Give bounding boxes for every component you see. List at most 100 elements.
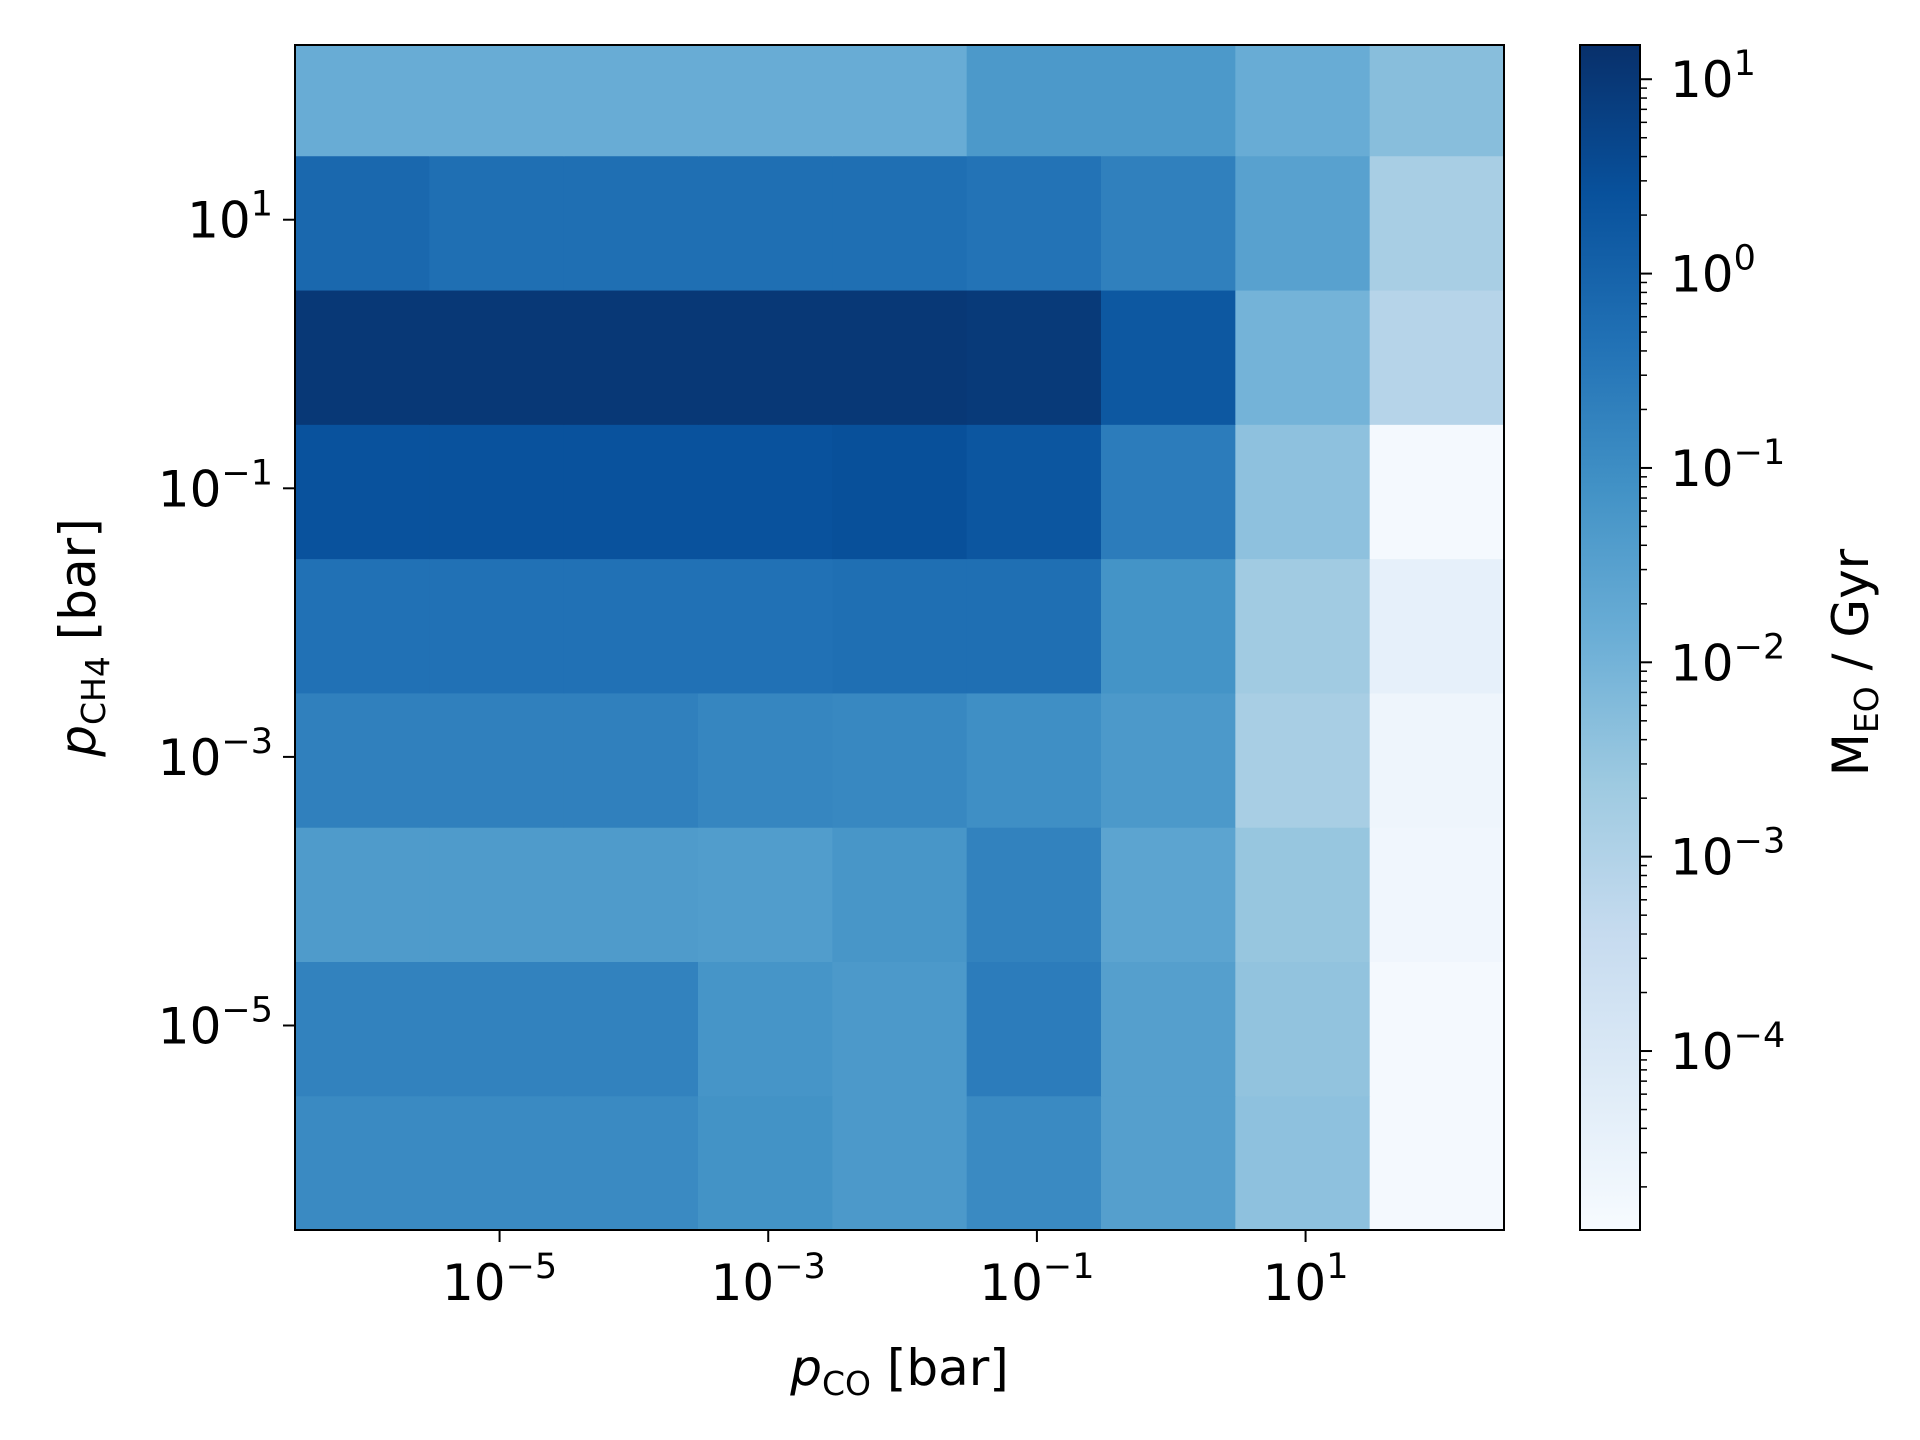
heatmap-cell: [429, 558, 565, 694]
colorbar-tick-label: 100: [1670, 239, 1756, 304]
heatmap-cell: [1101, 155, 1236, 291]
heatmap-cell: [1101, 961, 1236, 1097]
heatmap-cell: [966, 1095, 1102, 1231]
heatmap-cell: [295, 424, 430, 560]
heatmap-cell: [1369, 827, 1505, 963]
heatmap-cell: [1101, 1095, 1236, 1231]
heatmap-cell: [295, 961, 430, 1097]
heatmap-cell: [295, 558, 430, 694]
heatmap-cell: [1101, 827, 1236, 963]
heatmap-cell: [563, 1095, 699, 1231]
heatmap-cell: [1369, 155, 1505, 291]
heatmap-cell: [698, 692, 833, 828]
heatmap-cell: [295, 1095, 430, 1231]
heatmap-cell: [295, 45, 430, 157]
x-axis-ticks: 10−5 10−3 10−1 101: [442, 1230, 1349, 1312]
heatmap-cell: [1369, 424, 1505, 560]
heatmap-cell: [563, 692, 699, 828]
heatmap-cell: [429, 289, 565, 425]
heatmap-cell: [1369, 961, 1505, 1097]
heatmap-cell: [1369, 45, 1505, 157]
heatmap-cell: [966, 692, 1102, 828]
heatmap-cell: [429, 961, 565, 1097]
heatmap-cell: [429, 155, 565, 291]
heatmap-cell: [295, 827, 430, 963]
colorbar-label: MEO / Gyr: [1822, 548, 1886, 776]
colorbar-tick-label: 10−1: [1670, 433, 1785, 498]
heatmap-cell: [1369, 558, 1505, 694]
heatmap-cell: [698, 827, 833, 963]
y-tick-label: 10−5: [158, 990, 273, 1055]
heatmap-cell: [832, 45, 968, 157]
heatmap-cell: [832, 692, 968, 828]
colorbar: [1579, 44, 1641, 1231]
colorbar-tick-label: 101: [1670, 44, 1756, 109]
heatmap-cells: [295, 45, 1505, 1231]
heatmap-cell: [429, 1095, 565, 1231]
y-tick-label: 101: [187, 185, 273, 250]
heatmap-cell: [1235, 692, 1371, 828]
x-tick-label: 10−3: [711, 1247, 826, 1312]
heatmap-cell: [1235, 155, 1371, 291]
y-axis-ticks: 10−5 10−3 10−1 101: [158, 185, 295, 1055]
colorbar-tick-label: 10−4: [1670, 1016, 1785, 1081]
heatmap-cell: [966, 424, 1102, 560]
heatmap-cell: [563, 289, 699, 425]
heatmap-cell: [563, 45, 699, 157]
colorbar-tick-label: 10−3: [1670, 822, 1785, 887]
heatmap-cell: [832, 827, 968, 963]
heatmap-cell: [429, 45, 565, 157]
heatmap-cell: [966, 558, 1102, 694]
heatmap-cell: [295, 289, 430, 425]
heatmap-cell: [1235, 1095, 1371, 1231]
heatmap-cell: [563, 827, 699, 963]
heatmap-cell: [429, 424, 565, 560]
heatmap-cell: [563, 961, 699, 1097]
heatmap-cell: [698, 558, 833, 694]
heatmap-cell: [698, 45, 833, 157]
x-tick-label: 101: [1263, 1247, 1349, 1312]
heatmap-cell: [295, 155, 430, 291]
y-tick-label: 10−3: [158, 722, 273, 787]
x-tick-label: 10−1: [979, 1247, 1094, 1312]
y-axis-label: pCH4 [bar]: [49, 518, 117, 757]
heatmap-cell: [832, 558, 968, 694]
heatmap-cell: [966, 45, 1102, 157]
heatmap-cell: [698, 424, 833, 560]
y-tick-label: 10−1: [158, 453, 273, 518]
heatmap-cell: [1101, 692, 1236, 828]
heatmap-cell: [1369, 692, 1505, 828]
heatmap-cell: [832, 155, 968, 291]
heatmap-cell: [563, 424, 699, 560]
heatmap-cell: [295, 692, 430, 828]
heatmap-cell: [1235, 961, 1371, 1097]
heatmap-cell: [1369, 289, 1505, 425]
heatmap-cell: [563, 558, 699, 694]
heatmap-cell: [1235, 558, 1371, 694]
heatmap-cell: [429, 692, 565, 828]
heatmap-cell: [1235, 45, 1371, 157]
heatmap-cell: [1235, 827, 1371, 963]
colorbar-tick-label: 10−2: [1670, 627, 1785, 692]
x-axis-label: pCO [bar]: [789, 1339, 1009, 1403]
heatmap-cell: [698, 289, 833, 425]
heatmap-cell: [698, 155, 833, 291]
heatmap-cell: [832, 289, 968, 425]
plot-frame: [294, 44, 1505, 1231]
heatmap-cell: [832, 961, 968, 1097]
heatmap-cell: [832, 1095, 968, 1231]
heatmap-cell: [966, 289, 1102, 425]
x-tick-label: 10−5: [442, 1247, 557, 1312]
heatmap-cell: [1101, 45, 1236, 157]
heatmap-cell: [1235, 424, 1371, 560]
heatmap-cell: [966, 827, 1102, 963]
colorbar-ticks: 101 100 10−1 10−2 10−3 10−4: [1640, 44, 1785, 1188]
heatmap-cell: [1101, 289, 1236, 425]
heatmap-cell: [1369, 1095, 1505, 1231]
heatmap-cell: [563, 155, 699, 291]
heatmap-cell: [698, 1095, 833, 1231]
heatmap-cell: [1101, 424, 1236, 560]
heatmap-cell: [698, 961, 833, 1097]
heatmap-cell: [966, 155, 1102, 291]
